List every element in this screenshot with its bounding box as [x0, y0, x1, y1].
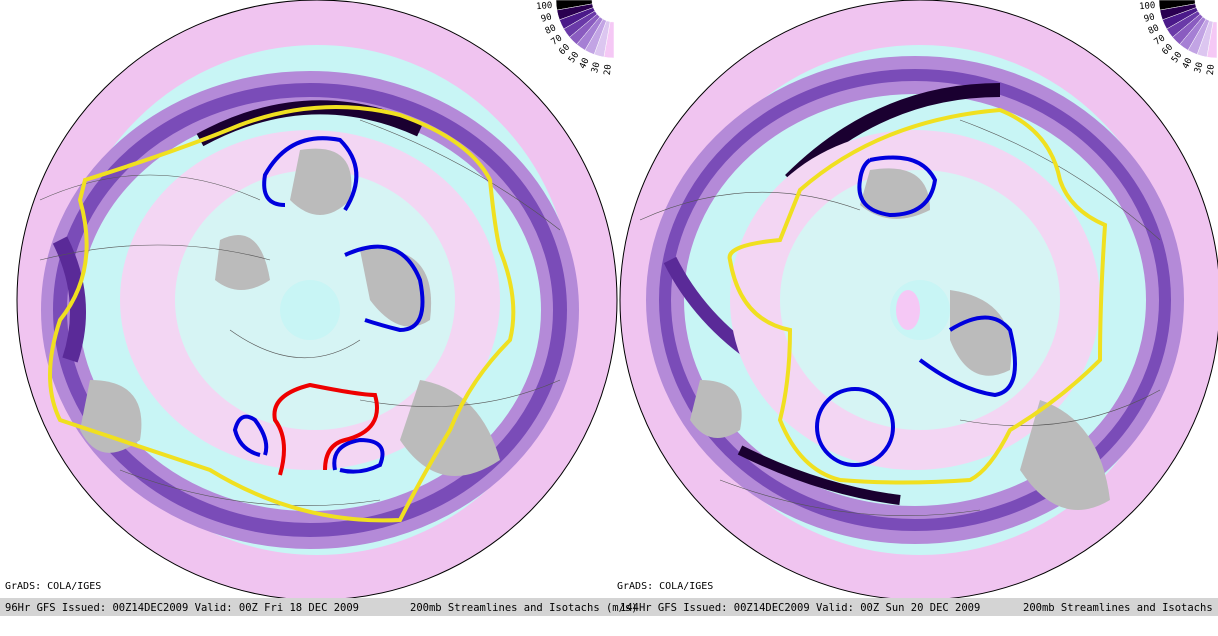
- legend-swatch: [1206, 21, 1218, 59]
- legend-swatch: [603, 21, 615, 59]
- footer-right: 200mb Streamlines and Isotachs (m/s): [1023, 602, 1218, 614]
- credit: GrADS: COLA/IGES: [617, 581, 713, 592]
- legend-label: 90: [540, 12, 553, 24]
- legend-label: 30: [1193, 61, 1205, 74]
- footer-bar: [0, 598, 1218, 616]
- legend-label: 20: [603, 64, 614, 76]
- legend-label: 40: [1181, 57, 1195, 71]
- legend-label: 20: [1206, 64, 1217, 76]
- credit: GrADS: COLA/IGES: [5, 581, 101, 592]
- legend-label: 100: [1139, 1, 1156, 12]
- legend-label: 30: [590, 61, 602, 74]
- footer-left: 96Hr GFS Issued: 00Z14DEC2009 Valid: 00Z…: [5, 602, 359, 614]
- polar-map-left: [17, 0, 617, 600]
- polar-map-right: [620, 0, 1218, 600]
- legend-label: 40: [578, 57, 592, 71]
- legend-label: 100: [536, 1, 553, 12]
- legend-label: 90: [1143, 12, 1156, 24]
- legend-label: 80: [1147, 23, 1161, 37]
- footer-left: 144Hr GFS Issued: 00Z14DEC2009 Valid: 00…: [620, 602, 980, 614]
- footer-right: 200mb Streamlines and Isotachs (m/s): [410, 602, 638, 614]
- legend-label: 80: [544, 23, 558, 37]
